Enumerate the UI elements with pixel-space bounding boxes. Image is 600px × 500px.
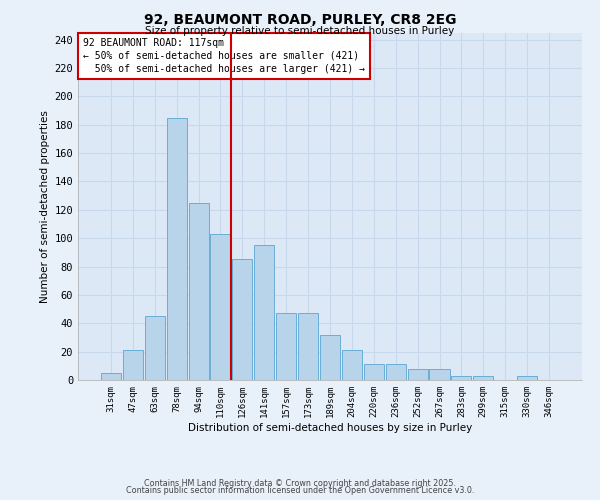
Y-axis label: Number of semi-detached properties: Number of semi-detached properties — [40, 110, 50, 302]
Bar — [430, 368, 449, 380]
Bar — [211, 234, 230, 380]
X-axis label: Distribution of semi-detached houses by size in Purley: Distribution of semi-detached houses by … — [188, 422, 472, 432]
Bar — [473, 376, 493, 380]
Text: Size of property relative to semi-detached houses in Purley: Size of property relative to semi-detach… — [145, 26, 455, 36]
Bar — [254, 246, 274, 380]
Bar — [145, 316, 165, 380]
Text: 92, BEAUMONT ROAD, PURLEY, CR8 2EG: 92, BEAUMONT ROAD, PURLEY, CR8 2EG — [144, 12, 456, 26]
Bar — [364, 364, 384, 380]
Text: Contains public sector information licensed under the Open Government Licence v3: Contains public sector information licen… — [126, 486, 474, 495]
Bar — [232, 260, 253, 380]
Bar — [386, 364, 406, 380]
Bar — [167, 118, 187, 380]
Bar — [101, 373, 121, 380]
Bar — [451, 376, 472, 380]
Bar — [517, 376, 537, 380]
Bar — [407, 368, 428, 380]
Bar — [298, 314, 318, 380]
Bar — [123, 350, 143, 380]
Text: Contains HM Land Registry data © Crown copyright and database right 2025.: Contains HM Land Registry data © Crown c… — [144, 478, 456, 488]
Bar — [342, 350, 362, 380]
Bar — [320, 334, 340, 380]
Bar — [276, 314, 296, 380]
Bar — [188, 202, 209, 380]
Text: 92 BEAUMONT ROAD: 117sqm
← 50% of semi-detached houses are smaller (421)
  50% o: 92 BEAUMONT ROAD: 117sqm ← 50% of semi-d… — [83, 38, 365, 74]
